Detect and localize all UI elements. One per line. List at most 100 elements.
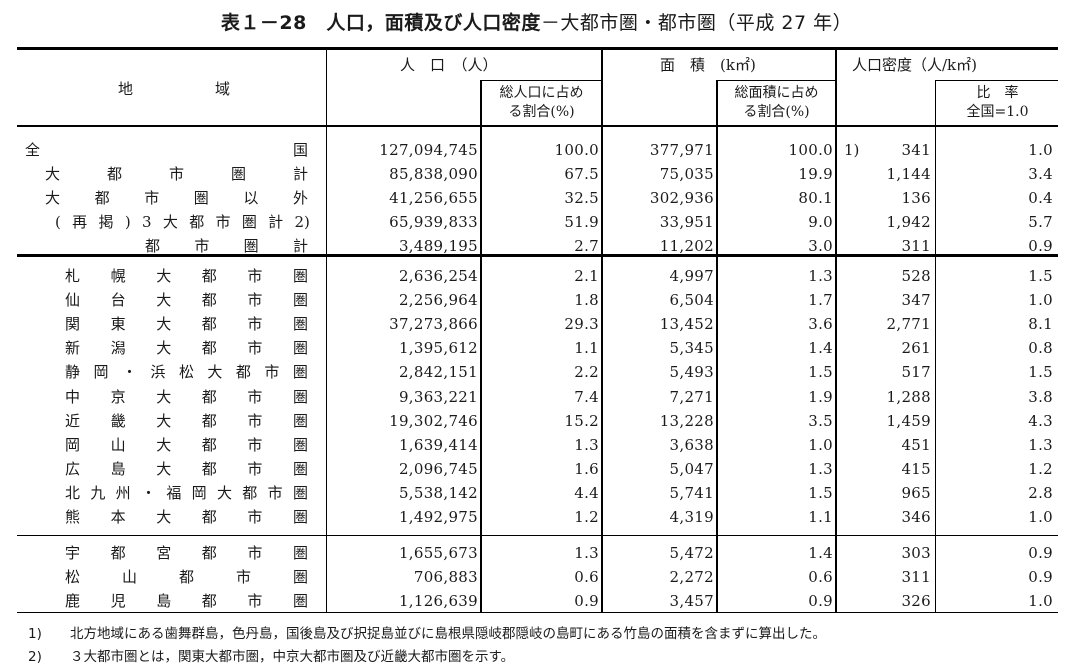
region-label: 近畿大都市圏 [65,409,308,433]
density-value: 347 [901,291,931,310]
region-label-char: 市 [235,568,251,587]
region-label-char: 圏 [292,459,308,478]
region-label-char: 都 [189,213,205,232]
population-share-value: 4.4 [574,483,599,502]
ratio-value: 4.3 [1028,411,1053,430]
footnote-2: 2) ３大都市圏とは，関東大都市圏，中京大都市圏及び近畿大都市圏を示す。 [28,645,514,665]
population-value: 19,302,746 [389,411,478,430]
region-label-char: 都 [201,411,217,430]
ratio-value: 0.9 [1028,237,1053,256]
ratio-value: 1.0 [1028,508,1053,526]
population-share-value: 1.8 [574,291,599,310]
area-value: 5,345 [669,339,714,358]
region-label-char: 圏 [292,291,308,310]
header-region: 地 域 [118,78,230,99]
region-label-char: 仙 [65,291,81,310]
area-share-value: 1.5 [808,363,833,382]
ratio-value: 0.9 [1028,544,1053,562]
footnote-2-number: 2) [28,649,42,665]
density-value: 451 [901,435,931,454]
area-value: 5,741 [669,483,714,502]
header-area-share: 総面積に占め る割合(%) [718,84,835,122]
population-value: 85,838,090 [389,165,478,184]
population-share-value: 1.2 [574,508,599,526]
region-label-char: 中 [65,387,81,406]
region-label-char: 大 [156,508,172,526]
region-label-char: 市 [194,237,210,256]
region-label-char: 山 [110,435,126,454]
region-label-char: 近 [65,411,81,430]
region-label-char: ) [124,213,131,232]
region-label-char: 都 [201,459,217,478]
region-label-char: 島 [156,592,172,611]
area-value: 4,319 [669,508,714,526]
table-row: 鹿 児 島 都 市 圏 1,126,639 0.9 3,457 0.9 326 1.0 [0,589,1073,613]
header-bottom-border [17,125,1058,127]
region-label-char: 圏 [292,568,308,587]
region-label-char: 新 [65,339,81,358]
table-row: 北九州・福岡大都市圏 5,538,142 4.4 5,741 1.5 965 2.8 [0,481,1073,505]
header-area: 面 積 (k㎡) [660,56,756,74]
region-label: (再掲) 3 大都市圏計 2) [55,210,310,234]
ratio-value: 1.0 [1028,141,1053,159]
region-label-char: 宇 [65,544,81,562]
area-value: 33,951 [659,213,714,232]
area-share-value: 80.1 [798,189,833,208]
region-label-char: 熊 [65,508,81,526]
region-label-char: 大 [156,435,172,454]
header-population-share-line-1: 総人口に占め [499,85,584,101]
ratio-value: 0.4 [1028,189,1053,208]
region-label-char: 都 [201,267,217,285]
region-label-char: 都 [201,291,217,310]
region-label: 新潟大都市圏 [65,336,308,360]
population-value: 2,096,745 [398,459,478,478]
density-value: 2,771 [886,315,931,334]
area-share-value: 1.7 [808,291,833,310]
region-label-char: 計 [268,213,284,232]
area-value: 377,971 [649,141,714,159]
population-value: 9,363,221 [398,387,478,406]
region-label-char: 九 [90,483,106,502]
population-value: 1,395,612 [398,339,478,358]
table-row: 札 幌 大 都 市 圏 2,636,254 2.1 4,997 1.3 528 1.5 [0,264,1073,288]
table-row: 大 都 市 圏 以 外 41,256,655 32.5 302,936 80.1 136 0.4 [0,186,1073,210]
population-value: 2,636,254 [398,267,478,285]
population-share-value: 2.2 [574,363,599,382]
region-label-char: 市 [247,339,263,358]
header-region-char-1: 地 [118,80,134,98]
header-ratio-line-1: 比 率 [976,85,1019,101]
population-share-value: 15.2 [564,411,599,430]
region-label-char: ・ [121,363,137,382]
population-value: 65,939,833 [389,213,478,232]
area-value: 5,493 [669,363,714,382]
region-label-char: 宮 [156,544,172,562]
region-label-char: 圏 [292,267,308,285]
table-row: 宇 都 宮 都 市 圏 1,655,673 1.3 5,472 1.4 303 0.9 [0,541,1073,565]
table-row: 関 東 大 都 市 圏 37,273,866 29.3 13,452 3.6 2,771 8.1 [0,312,1073,336]
area-value: 302,936 [649,189,714,208]
col-divider-area-share [716,80,718,612]
area-value: 6,504 [669,291,714,310]
region-label-char: 圏 [292,363,308,382]
density-value: 311 [901,568,931,587]
population-value: 2,842,151 [398,363,478,382]
table-top-border [17,47,1058,50]
region-label-char: 都 [201,592,217,611]
region-label-char: 大 [156,339,172,358]
region-label-char: 岡 [93,363,109,382]
region-label-char: 畿 [110,411,126,430]
region-label-char: 市 [247,508,263,526]
table-row: 仙 台 大 都 市 圏 2,256,964 1.8 6,504 1.7 347 1.0 [0,288,1073,312]
region-label-char: 大 [45,189,61,208]
region-label-char: ・ [140,483,156,502]
region-label-char: 市 [168,165,184,184]
area-value: 3,638 [669,435,714,454]
area-share-value: 0.9 [808,592,833,611]
region-label-char: 大 [156,459,172,478]
header-population: 人 口 （人） [400,56,498,74]
area-share-value: 1.4 [808,339,833,358]
population-value: 3,489,195 [398,237,478,256]
region-label-char: 大 [156,267,172,285]
population-share-value: 51.9 [564,213,599,232]
region-label-char: 児 [110,592,126,611]
